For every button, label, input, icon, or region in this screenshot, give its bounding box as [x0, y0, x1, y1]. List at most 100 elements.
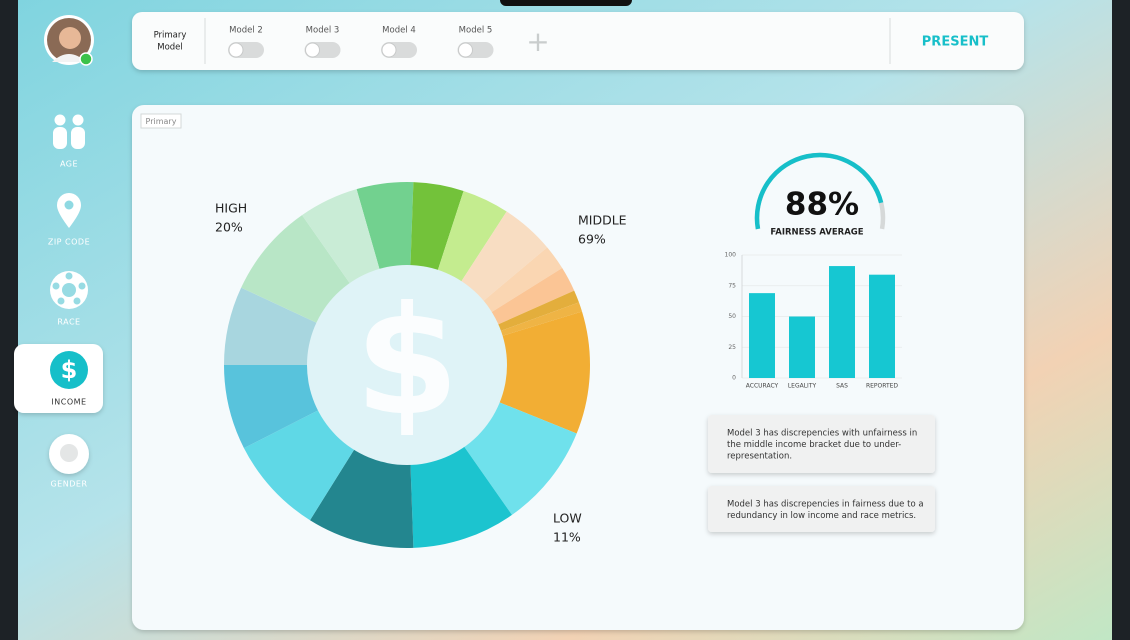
model-label: Model 4: [382, 26, 416, 36]
y-tick-label: 0: [732, 375, 736, 382]
note-text: representation.: [727, 452, 792, 462]
primary-model[interactable]: Primary: [154, 31, 187, 41]
note-card: [708, 486, 935, 532]
sidebar-label: RACE: [57, 318, 80, 327]
notch: [500, 0, 632, 6]
y-tick-label: 25: [728, 344, 736, 351]
icon: [73, 297, 81, 305]
x-tick-label: REPORTED: [866, 383, 898, 390]
icon: [53, 127, 67, 149]
donut-segment: [497, 290, 579, 332]
donut-center: [307, 265, 507, 465]
donut-label: HIGH: [215, 201, 247, 216]
gauge-fill: [754, 152, 884, 230]
donut-value: 69%: [578, 232, 606, 247]
gauge-caption: FAIRNESS AVERAGE: [770, 228, 863, 238]
donut-label: LOW: [553, 511, 582, 526]
x-tick-label: SAS: [836, 383, 848, 390]
donut-segment: [410, 446, 512, 548]
sidebar-label: ZIP CODE: [48, 238, 90, 247]
donut-segment: [498, 311, 590, 434]
note-text: Model 3 has discrepencies in fairness du…: [727, 500, 924, 510]
note-card: [708, 415, 935, 473]
y-tick-label: 50: [728, 313, 736, 320]
donut-segment: [224, 365, 319, 449]
icon: [50, 351, 88, 389]
sidebar-label: AGE: [60, 160, 78, 169]
sidebar: AGE ZIP CODE RACE $ INCOME GENDER: [14, 114, 103, 489]
sidebar-item-active[interactable]: $ INCOME: [14, 344, 103, 413]
icon: [65, 272, 73, 280]
gauge: 88% FAIRNESS AVERAGE: [754, 152, 886, 238]
panel-tag-box: [140, 113, 182, 129]
toolbar-card: [132, 12, 1024, 70]
donut-segment: [482, 247, 563, 313]
donut-segment: [243, 409, 355, 521]
bar: [789, 316, 815, 378]
bar: [829, 266, 855, 378]
donut-segment: [500, 302, 583, 337]
gauge-value: 88%: [785, 187, 859, 223]
bar: [749, 293, 775, 378]
model-label: Model 5: [459, 26, 493, 36]
icon: [72, 114, 84, 126]
toggle-knob: [305, 42, 320, 58]
present-button[interactable]: PRESENT: [922, 35, 989, 50]
icon: [52, 282, 60, 290]
sidebar-label: GENDER: [50, 480, 87, 489]
note-text: the middle income bracket due to under-: [727, 440, 901, 450]
model-label: Model 3: [306, 26, 340, 36]
add-model[interactable]: +: [526, 25, 549, 58]
icon: [54, 114, 66, 126]
donut-icon: $: [355, 275, 459, 449]
avatar[interactable]: [44, 15, 94, 66]
primary-model[interactable]: Model: [157, 43, 183, 53]
icon: [62, 283, 76, 297]
donut-segment: [356, 182, 414, 270]
toggle-knob: [228, 42, 244, 58]
avatar-face: [59, 27, 81, 49]
x-tick-label: ACCURACY: [746, 383, 779, 390]
sidebar-label: INCOME: [51, 398, 86, 407]
icon: [64, 200, 74, 210]
sidebar-item[interactable]: ZIP CODE: [48, 193, 90, 247]
toggle-knob: [458, 42, 473, 58]
donut: [224, 182, 590, 549]
note-text: Model 3 has discrepencies with unfairnes…: [727, 429, 917, 439]
icon: [71, 127, 85, 149]
donut-segment: [463, 402, 577, 515]
donut-segment: [224, 287, 318, 365]
y-tick-label: 75: [728, 282, 736, 289]
x-tick-label: LEGALITY: [788, 383, 817, 390]
donut-segment: [310, 448, 414, 549]
donut-value: 20%: [215, 220, 243, 235]
y-tick-label: 100: [725, 252, 737, 259]
notes: Model 3 has discrepencies with unfairnes…: [708, 415, 935, 532]
donut-segment: [302, 189, 380, 284]
sidebar-item[interactable]: RACE: [50, 271, 88, 327]
model-label: Model 2: [229, 26, 263, 36]
icon: [57, 297, 65, 305]
donut-segment: [437, 190, 507, 282]
donut-segment: [460, 211, 548, 302]
toolbar: Primary Model Model 2 Model 3 Model 4 Model…: [132, 12, 1024, 70]
donut-label: MIDDLE: [578, 213, 627, 228]
bezel-left: [0, 0, 18, 640]
note-text: redundancy in low income and race metric…: [727, 511, 916, 521]
icon: [60, 444, 78, 462]
panel-tag: Primary: [146, 117, 177, 126]
icon: [57, 193, 81, 228]
donut-segment: [490, 268, 575, 325]
sidebar-item[interactable]: GENDER: [49, 434, 89, 489]
status-dot: [79, 52, 93, 66]
bar-chart: 0 25 50 75 100 ACCURACY LEGALITY SAS REPORTED: [725, 252, 902, 390]
bar: [869, 274, 895, 378]
toggle-knob: [381, 42, 397, 58]
avatar-shirt: [52, 54, 86, 62]
bezel-right: [1112, 0, 1130, 640]
sidebar-item[interactable]: AGE: [53, 114, 85, 169]
icon: [78, 282, 86, 290]
donut-segment: [241, 215, 351, 324]
donut-segment: [410, 182, 464, 271]
